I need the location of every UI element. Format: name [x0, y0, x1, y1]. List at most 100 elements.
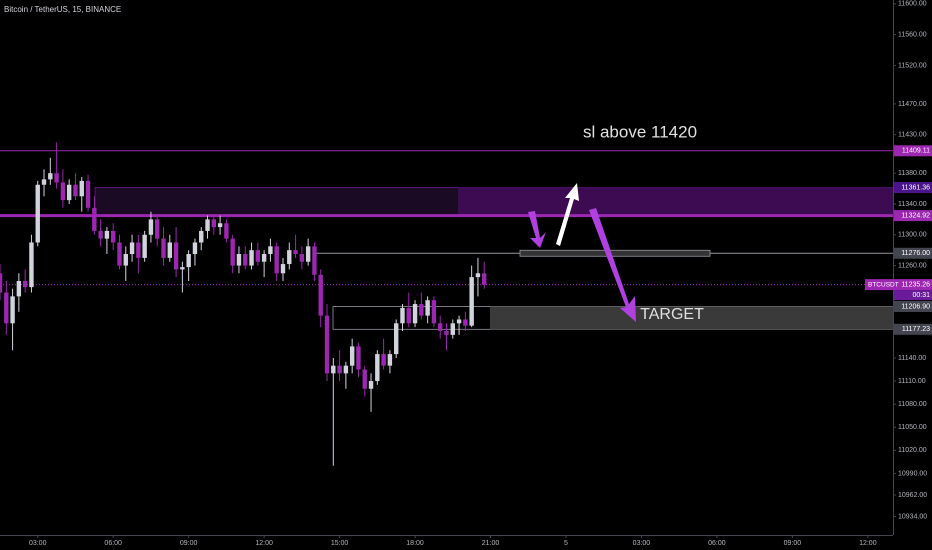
price-tag: [894, 323, 932, 335]
candle-body: [199, 230, 204, 243]
candle-body: [362, 369, 367, 389]
price-tag-label: 11324.92: [901, 212, 930, 219]
price-tag: [894, 145, 932, 157]
candle-body: [482, 273, 487, 285]
candle-body: [268, 246, 273, 255]
candle-body: [444, 331, 449, 335]
candle-body: [54, 173, 59, 183]
candle-body: [230, 238, 235, 266]
y-tick-label: 10990.00: [898, 470, 927, 477]
y-tick-label: 11340.00: [898, 201, 927, 208]
candle-body: [249, 250, 254, 266]
candle-body: [393, 323, 399, 355]
x-tick-label: 06:00: [104, 540, 122, 547]
candle-body: [29, 242, 34, 288]
arrow-up: [556, 183, 579, 246]
candle-body: [337, 365, 342, 374]
candle-body: [349, 346, 355, 366]
candle-body: [368, 381, 374, 389]
candle-body: [10, 296, 15, 324]
annotation: TARGET: [640, 306, 704, 323]
candle-body: [438, 323, 443, 332]
candle-body: [92, 207, 97, 231]
candle-body: [381, 354, 386, 366]
candle-body: [400, 307, 405, 324]
arrow-small: [528, 211, 546, 248]
candle-body: [387, 354, 393, 366]
x-tick-label: 09:00: [784, 540, 802, 547]
x-tick-label: 12:00: [255, 540, 273, 547]
price-tag: [894, 182, 932, 194]
candle-body: [129, 242, 135, 255]
candle-body: [161, 238, 166, 258]
y-tick-label: 11300.00: [898, 232, 927, 239]
y-tick-label: 11020.00: [898, 447, 927, 454]
candle-body: [110, 230, 116, 243]
candle-body: [60, 182, 66, 201]
candle-body: [98, 230, 103, 239]
candle-body: [73, 184, 78, 197]
x-tick-label: 09:00: [180, 540, 198, 547]
price-tag: [894, 300, 932, 312]
candle-body: [211, 219, 217, 228]
candle-body: [356, 346, 361, 370]
candle-body: [305, 246, 311, 262]
y-tick-label: 11600.00: [898, 1, 927, 8]
candle-body: [236, 254, 242, 266]
candle-body: [475, 273, 481, 278]
candle-body: [217, 223, 223, 228]
candle-body: [155, 219, 160, 239]
candle-body: [167, 242, 172, 258]
candle-body: [431, 300, 437, 324]
candle-body: [375, 354, 380, 382]
candle-body: [0, 273, 3, 293]
candle-body: [85, 180, 91, 208]
y-tick-label: 11380.00: [898, 170, 927, 177]
y-tick-label: 11430.00: [898, 132, 927, 139]
price-tag-label: 11206.90: [901, 303, 930, 310]
candle-body: [274, 246, 279, 274]
x-tick-label: 12:00: [859, 540, 877, 547]
candle-body: [450, 323, 455, 335]
candle-body: [205, 219, 210, 231]
candle-body: [312, 246, 317, 275]
candle-body: [412, 304, 418, 324]
candle-body: [343, 365, 349, 374]
x-tick-label: 21:00: [482, 540, 500, 547]
x-tick-label: 5: [564, 540, 568, 547]
price-tag-label: 11361.36: [901, 184, 930, 191]
candle-body: [104, 230, 110, 239]
target-zone-highlight: [490, 306, 893, 330]
candle-body: [318, 274, 323, 316]
timer-tag: [894, 290, 932, 301]
x-tick-label: 03:00: [633, 540, 651, 547]
zones: [0, 150, 894, 330]
x-tick-label: 15:00: [331, 540, 349, 547]
y-tick-label: 11110.00: [898, 378, 926, 385]
candle-body: [22, 280, 28, 288]
x-tick-label: 18:00: [406, 540, 424, 547]
candle-body: [192, 242, 198, 255]
y-tick-label: 10962.00: [898, 492, 927, 499]
candle-body: [463, 319, 468, 326]
annotation: sl above 11420: [583, 122, 697, 141]
y-tick-label: 11050.00: [898, 424, 927, 431]
y-tick-label: 11560.00: [898, 31, 927, 38]
price-tag: [894, 247, 932, 259]
candle-body: [287, 250, 292, 265]
candle-body: [117, 242, 122, 266]
candle-body: [299, 254, 305, 262]
candle-body: [280, 264, 286, 274]
candle-body: [41, 179, 47, 185]
candle-body: [456, 319, 462, 324]
price-tag: [894, 210, 932, 222]
y-tick-label: 11470.00: [898, 101, 927, 108]
candle-body: [261, 254, 267, 262]
candle-body: [425, 300, 430, 316]
y-tick-label: 11520.00: [898, 62, 927, 69]
y-tick-label: 11080.00: [898, 401, 927, 408]
x-tick-label: 03:00: [29, 540, 47, 547]
